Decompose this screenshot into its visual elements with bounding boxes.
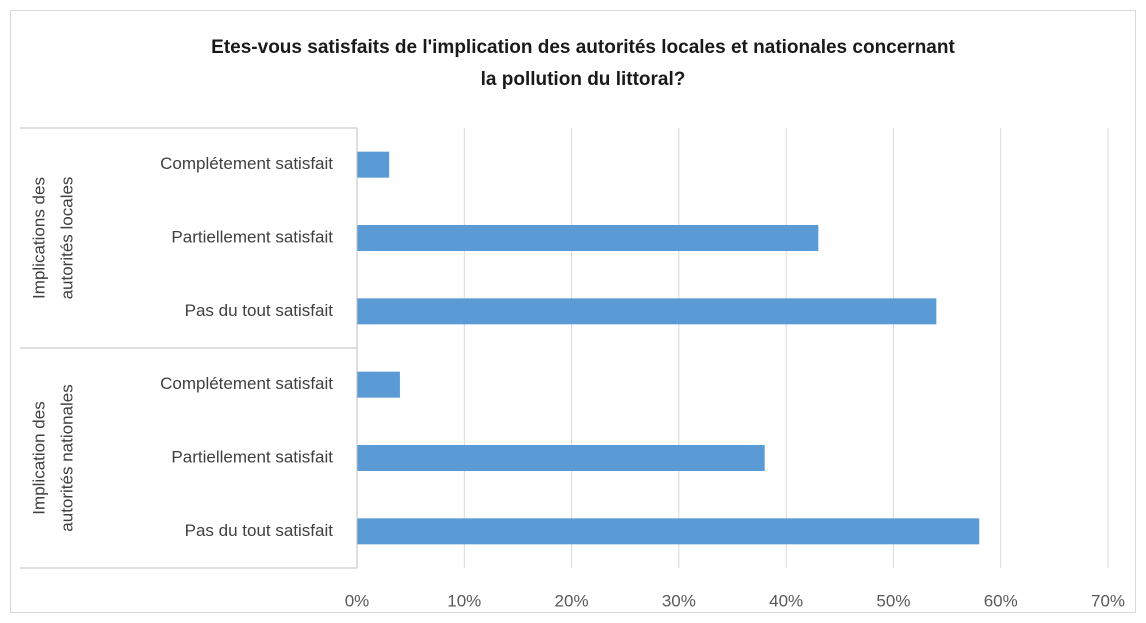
x-tick-label: 70% [1091, 591, 1125, 610]
bar [357, 225, 819, 251]
y-tick-label: Complétement satisfait [160, 374, 333, 393]
bar [357, 518, 980, 545]
y-tick-label: Partiellement satisfait [171, 447, 333, 466]
y-tick-label: Pas du tout satisfait [185, 301, 334, 320]
chart-title: Etes-vous satisfaits de l'implication de… [211, 37, 955, 58]
y-tick-label: Complétement satisfait [160, 154, 333, 173]
group-label: Implication des [29, 401, 48, 514]
y-tick-label: Partiellement satisfait [171, 227, 333, 246]
chart-title: la pollution du littoral? [481, 69, 686, 90]
bar [357, 371, 400, 398]
group-label: autorités nationales [57, 384, 76, 531]
x-tick-label: 40% [769, 591, 803, 610]
y-tick-label: Pas du tout satisfait [185, 521, 334, 540]
x-tick-label: 0% [345, 591, 370, 610]
x-tick-label: 20% [555, 591, 589, 610]
group-label: autorités locales [57, 177, 76, 300]
bar [357, 151, 390, 178]
group-label: Implications des [29, 177, 48, 299]
x-tick-label: 60% [984, 591, 1018, 610]
x-tick-label: 30% [662, 591, 696, 610]
bar [357, 445, 765, 471]
x-tick-label: 10% [447, 591, 481, 610]
x-tick-label: 50% [876, 591, 910, 610]
bar [357, 298, 937, 325]
